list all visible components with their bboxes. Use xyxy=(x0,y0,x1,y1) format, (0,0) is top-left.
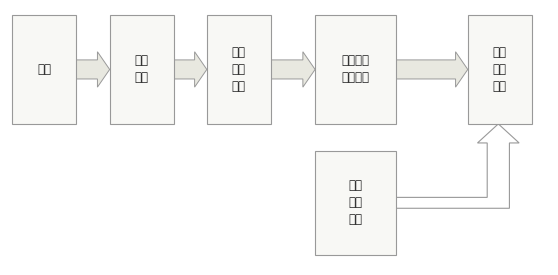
FancyBboxPatch shape xyxy=(468,15,532,124)
FancyBboxPatch shape xyxy=(315,15,396,124)
Text: 冷冻
粉碎: 冷冻 粉碎 xyxy=(134,54,148,84)
Text: 气相
色谱
分析: 气相 色谱 分析 xyxy=(493,46,507,93)
Text: 固相萃取
小柱净化: 固相萃取 小柱净化 xyxy=(341,54,369,84)
Text: 样品: 样品 xyxy=(37,63,51,76)
Polygon shape xyxy=(396,124,519,208)
Polygon shape xyxy=(396,52,468,87)
FancyBboxPatch shape xyxy=(12,15,76,124)
FancyBboxPatch shape xyxy=(315,151,396,255)
Text: 标准
溶液
配制: 标准 溶液 配制 xyxy=(348,179,362,226)
Text: 加速
溶剂
萃取: 加速 溶剂 萃取 xyxy=(232,46,246,93)
Polygon shape xyxy=(174,52,207,87)
FancyBboxPatch shape xyxy=(207,15,271,124)
Polygon shape xyxy=(76,52,110,87)
Polygon shape xyxy=(271,52,315,87)
FancyBboxPatch shape xyxy=(110,15,174,124)
